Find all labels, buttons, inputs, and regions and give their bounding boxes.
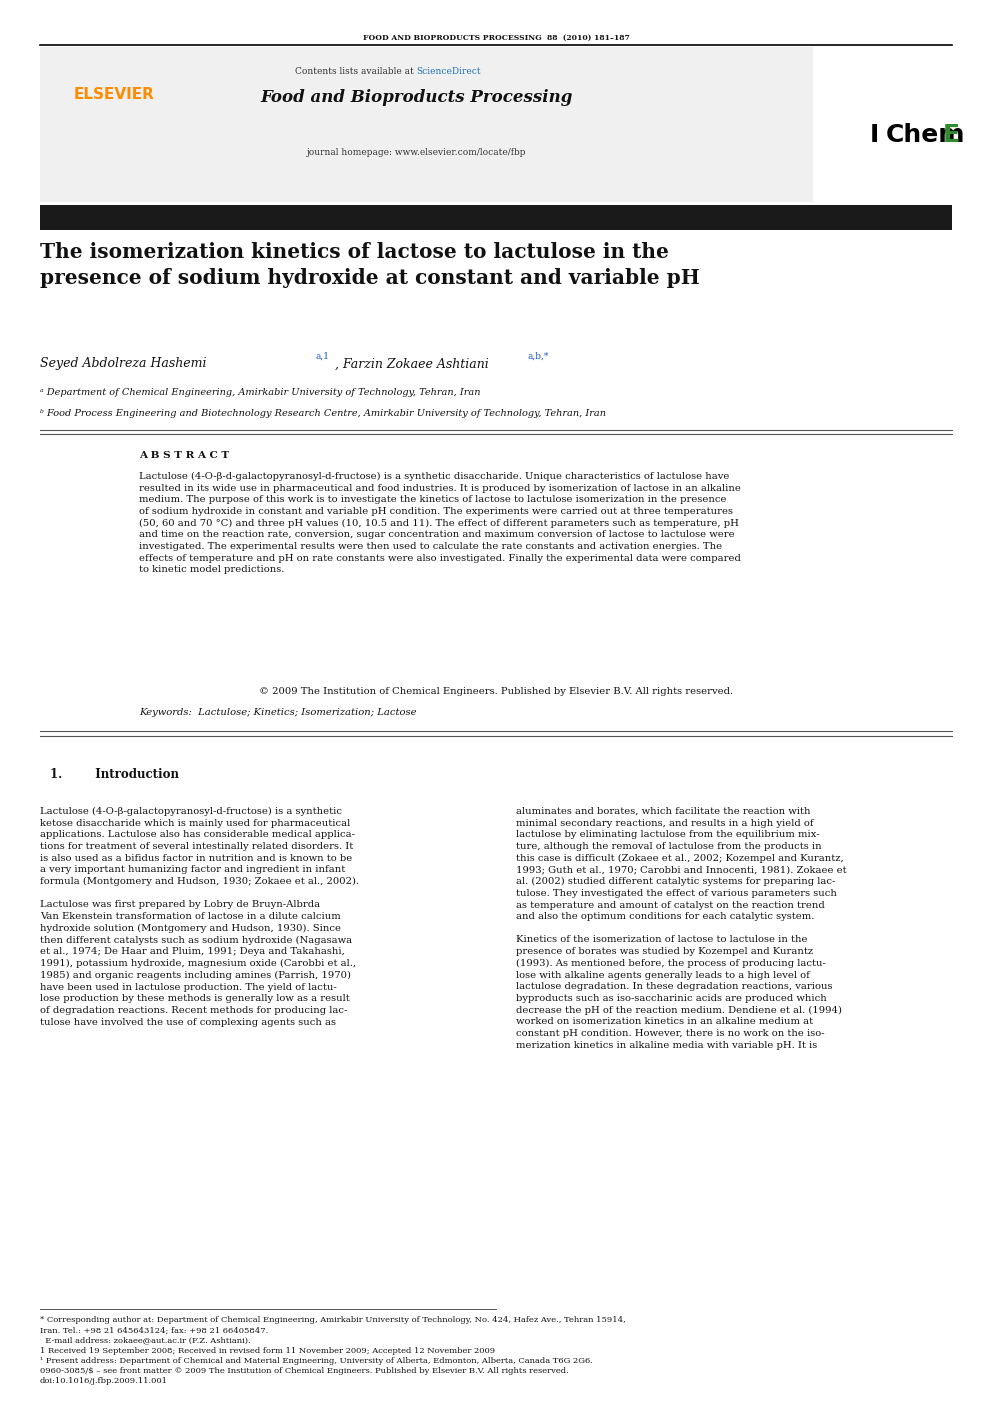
Text: * Corresponding author at: Department of Chemical Engineering, Amirkabir Univers: * Corresponding author at: Department of… [40,1316,625,1385]
Text: ScienceDirect: ScienceDirect [417,67,481,76]
Text: a,b,*: a,b,* [528,352,550,361]
Text: © 2009 The Institution of Chemical Engineers. Published by Elsevier B.V. All rig: © 2009 The Institution of Chemical Engin… [259,687,733,696]
Text: aluminates and borates, which facilitate the reaction with
minimal secondary rea: aluminates and borates, which facilitate… [516,807,846,1049]
Text: Contents lists available at: Contents lists available at [295,67,417,76]
Text: a,1: a,1 [315,352,329,361]
Text: ᵇ Food Process Engineering and Biotechnology Research Centre, Amirkabir Universi: ᵇ Food Process Engineering and Biotechno… [40,410,606,418]
Text: Chem: Chem [886,123,965,147]
Text: Food and Bioproducts Processing: Food and Bioproducts Processing [261,90,572,107]
FancyBboxPatch shape [40,48,813,202]
Text: A B S T R A C T: A B S T R A C T [139,450,229,460]
Text: I: I [870,123,879,147]
Text: FOOD AND BIOPRODUCTS PROCESSING  88  (2010) 181–187: FOOD AND BIOPRODUCTS PROCESSING 88 (2010… [362,34,630,42]
Text: journal homepage: www.elsevier.com/locate/fbp: journal homepage: www.elsevier.com/locat… [307,147,527,157]
Text: , Farzin Zokaee Ashtiani: , Farzin Zokaee Ashtiani [335,358,489,370]
Text: E: E [942,123,959,147]
Text: Lactulose (4-O-β-d-galactopyranosyl-d-fructose) is a synthetic disaccharide. Uni: Lactulose (4-O-β-d-galactopyranosyl-d-fr… [139,471,741,574]
Text: Keywords:  Lactulose; Kinetics; Isomerization; Lactose: Keywords: Lactulose; Kinetics; Isomeriza… [139,707,417,717]
Text: 1.        Introduction: 1. Introduction [50,767,179,781]
Text: ELSEVIER: ELSEVIER [73,87,155,101]
Text: Seyed Abdolreza Hashemi: Seyed Abdolreza Hashemi [40,358,206,370]
Text: Lactulose (4-O-β-galactopyranosyl-d-fructose) is a synthetic
ketose disaccharide: Lactulose (4-O-β-galactopyranosyl-d-fruc… [40,807,359,1027]
Text: ᵃ Department of Chemical Engineering, Amirkabir University of Technology, Tehran: ᵃ Department of Chemical Engineering, Am… [40,389,480,397]
FancyBboxPatch shape [40,205,952,230]
Text: The isomerization kinetics of lactose to lactulose in the
presence of sodium hyd: The isomerization kinetics of lactose to… [40,241,699,288]
